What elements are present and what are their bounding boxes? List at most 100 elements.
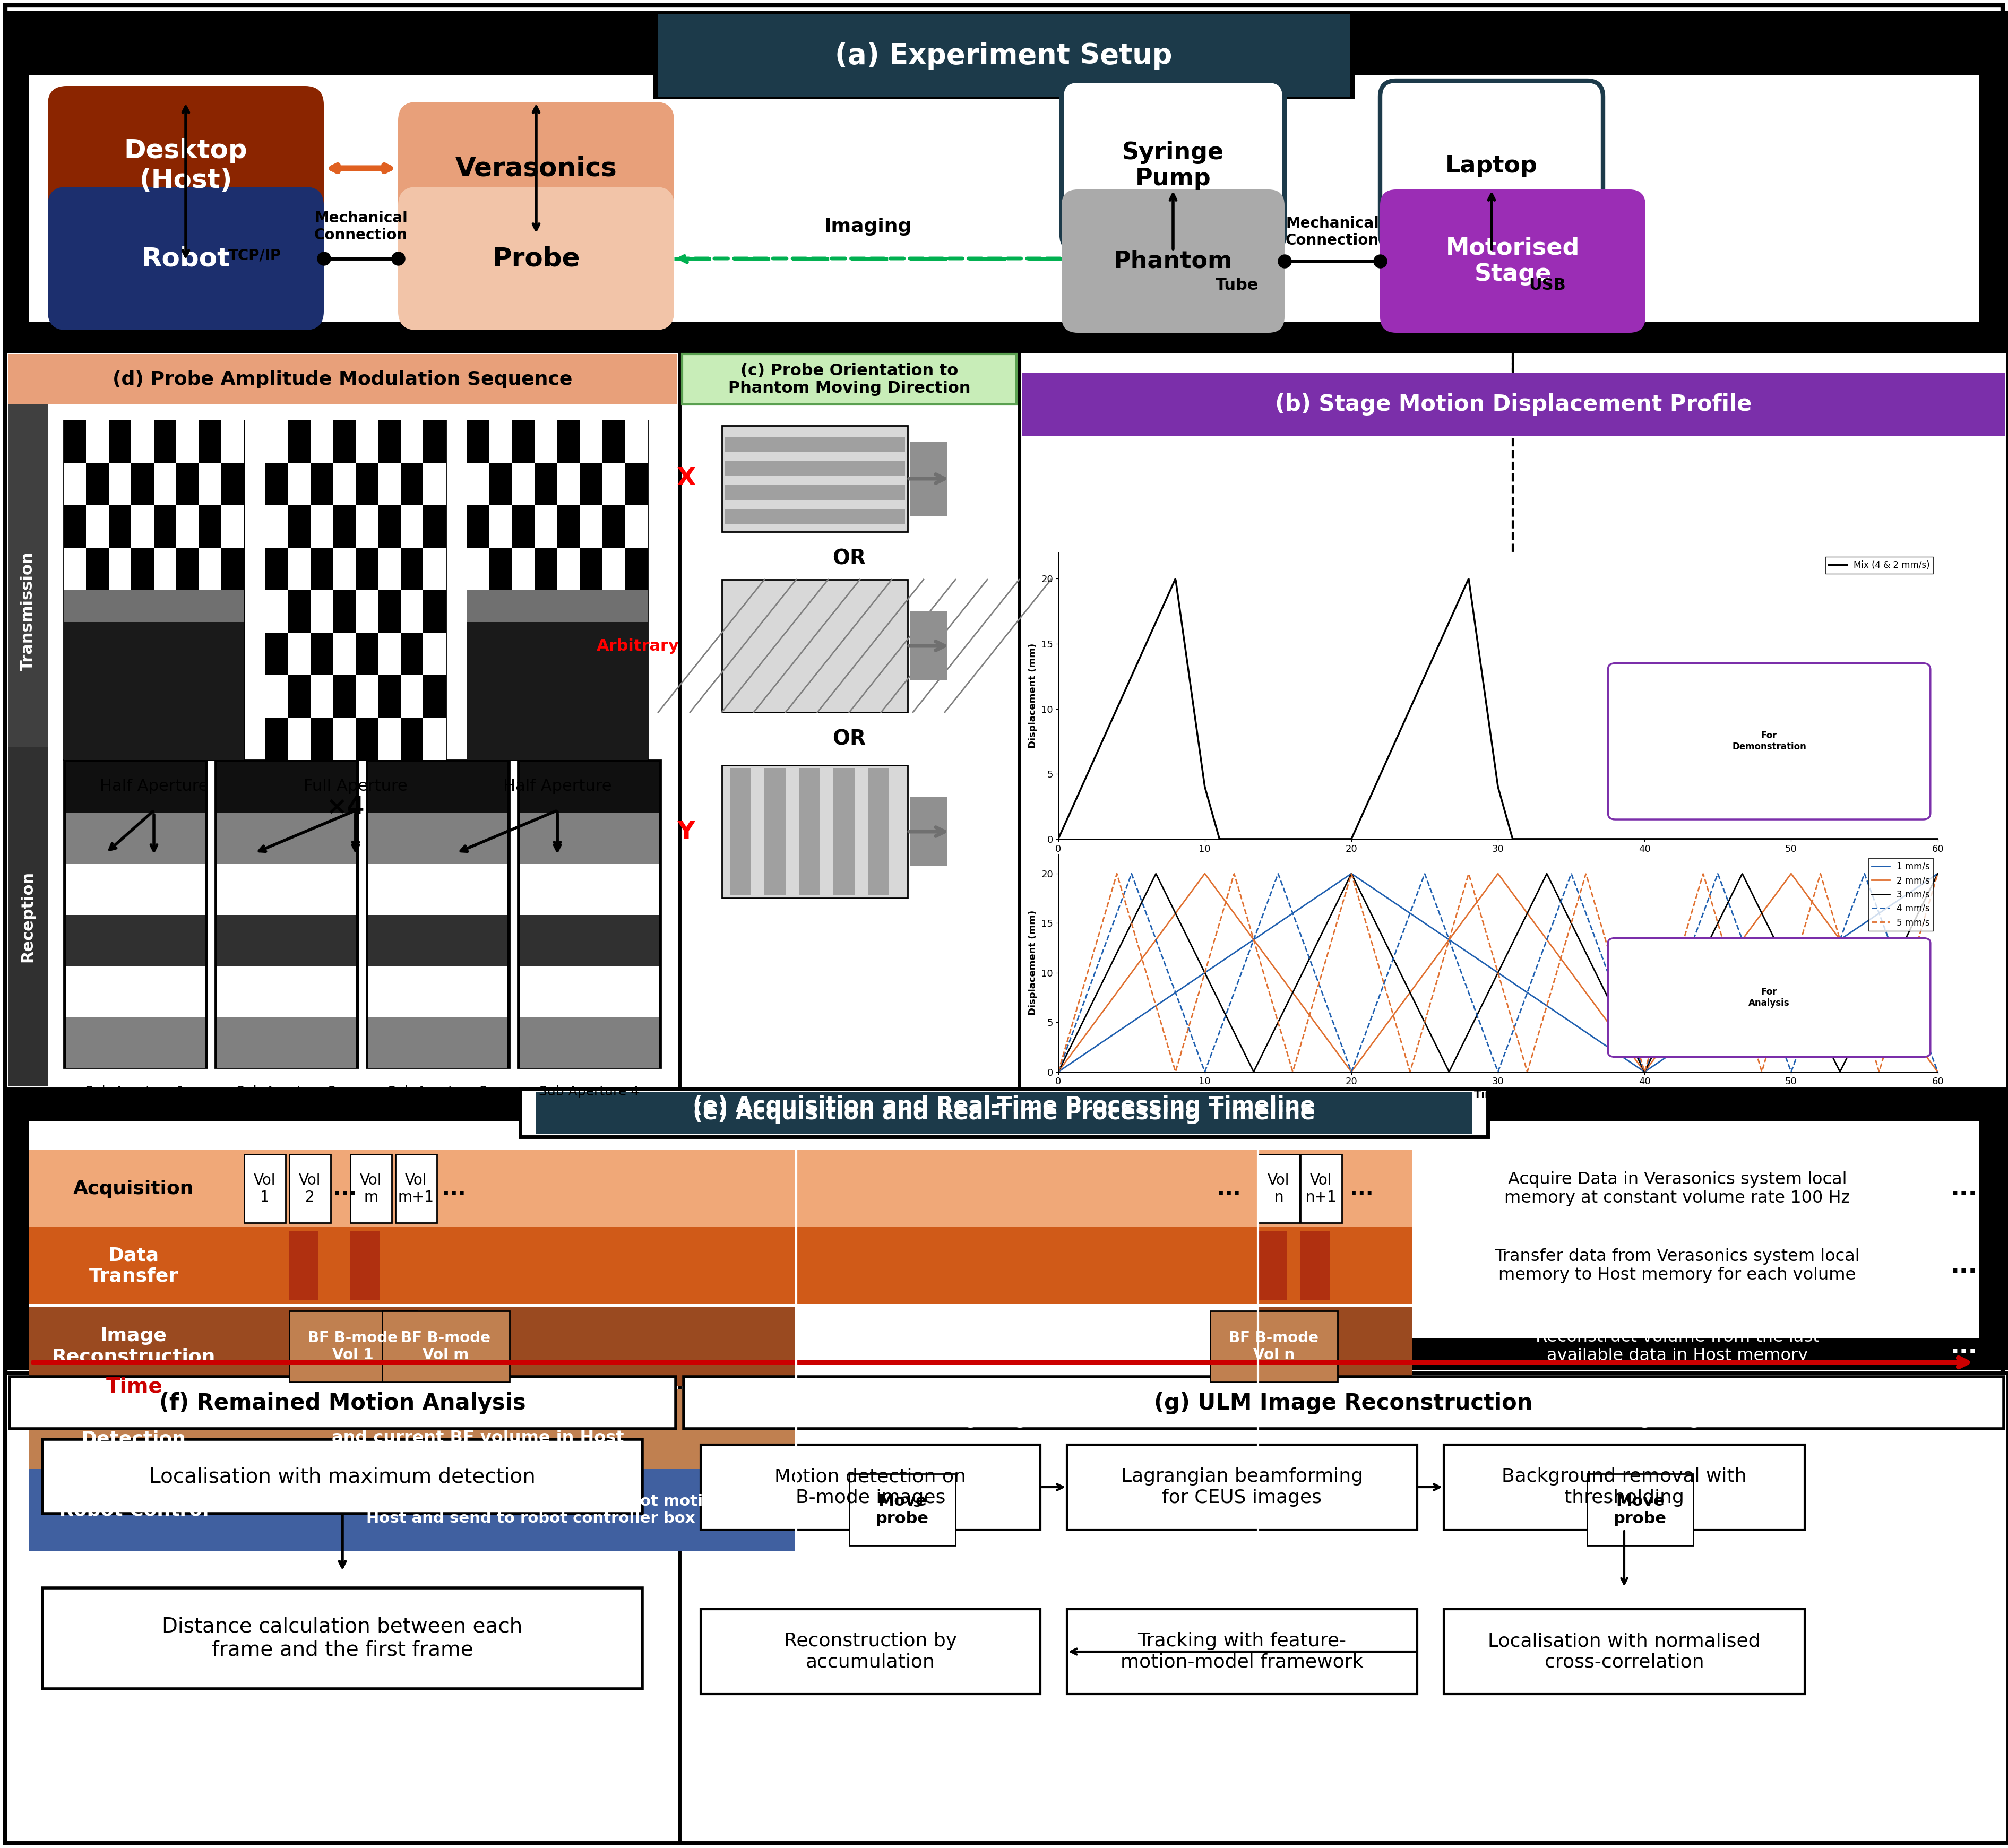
Text: Probe: Probe xyxy=(492,246,580,272)
Bar xyxy=(378,590,402,632)
Bar xyxy=(468,419,490,462)
4 mm/s xyxy=(1813,967,1837,989)
Bar xyxy=(287,717,311,760)
Bar xyxy=(287,419,311,462)
Bar xyxy=(265,505,287,547)
Bar xyxy=(468,590,647,623)
Bar xyxy=(396,1155,438,1223)
Bar xyxy=(221,505,245,547)
Bar xyxy=(287,547,311,590)
Bar xyxy=(217,1016,355,1068)
Bar xyxy=(199,419,221,462)
Bar xyxy=(177,419,199,462)
Bar xyxy=(265,419,287,462)
Bar xyxy=(287,505,311,547)
Bar xyxy=(8,405,48,819)
Bar xyxy=(177,505,199,547)
Bar xyxy=(177,462,199,505)
Bar xyxy=(217,967,355,1016)
Bar xyxy=(10,1377,677,1429)
Bar xyxy=(849,1475,956,1545)
Bar xyxy=(468,590,647,760)
Bar xyxy=(424,675,446,717)
Bar xyxy=(131,419,155,462)
Bar xyxy=(245,1155,285,1223)
Bar xyxy=(239,1307,1412,1386)
4 mm/s xyxy=(1926,1061,1950,1083)
Bar xyxy=(42,1440,643,1514)
2 mm/s xyxy=(1422,950,1446,972)
Bar xyxy=(518,760,661,1068)
5 mm/s xyxy=(1384,1011,1408,1033)
FancyBboxPatch shape xyxy=(1062,190,1285,333)
Bar xyxy=(311,547,333,590)
Bar xyxy=(355,717,378,760)
Bar xyxy=(1444,1445,1805,1530)
5 mm/s xyxy=(1926,863,1950,885)
Text: Convert target motion in image volume to robot motion in space in
Host and send : Convert target motion in image volume to… xyxy=(237,1493,823,1526)
Bar xyxy=(378,632,402,675)
Text: USB: USB xyxy=(1528,277,1566,292)
Bar xyxy=(333,675,355,717)
2 mm/s xyxy=(1910,1039,1934,1061)
Bar xyxy=(867,769,890,894)
Text: (b) Stage Motion Displacement Profile: (b) Stage Motion Displacement Profile xyxy=(1275,394,1751,416)
Bar xyxy=(333,462,355,505)
Y-axis label: Displacement (mm): Displacement (mm) xyxy=(1028,643,1038,748)
Bar xyxy=(239,1149,1412,1227)
Bar xyxy=(155,547,177,590)
Bar xyxy=(624,547,647,590)
Text: Lagrangian beamforming
for CEUS images: Lagrangian beamforming for CEUS images xyxy=(1120,1467,1363,1506)
Bar xyxy=(30,1227,239,1305)
Bar xyxy=(534,547,558,590)
2 mm/s xyxy=(1193,863,1217,885)
Bar xyxy=(265,590,287,632)
Bar xyxy=(725,462,906,477)
4 mm/s xyxy=(1422,887,1446,909)
Bar xyxy=(287,675,311,717)
3 mm/s xyxy=(1534,863,1558,885)
Bar xyxy=(520,1088,1488,1137)
Bar xyxy=(8,355,677,405)
Text: (f) Remained Motion Analysis: (f) Remained Motion Analysis xyxy=(159,1392,526,1414)
Text: ...: ... xyxy=(1950,1417,1978,1440)
Bar xyxy=(265,717,287,760)
Bar xyxy=(797,1390,1257,1469)
Text: Mechanical
Connection: Mechanical Connection xyxy=(1285,216,1379,248)
Bar xyxy=(367,813,508,865)
Bar xyxy=(558,462,580,505)
4 mm/s xyxy=(1147,937,1171,959)
Bar xyxy=(378,547,402,590)
Bar xyxy=(723,580,908,711)
Bar xyxy=(287,462,311,505)
Bar xyxy=(108,505,131,547)
Bar xyxy=(910,442,948,516)
Bar xyxy=(367,967,508,1016)
Bar xyxy=(311,462,333,505)
Bar xyxy=(512,462,534,505)
Bar xyxy=(558,547,580,590)
Bar xyxy=(1257,1231,1287,1299)
Legend: Mix (4 & 2 mm/s): Mix (4 & 2 mm/s) xyxy=(1825,556,1934,573)
Bar xyxy=(64,590,245,623)
Bar xyxy=(333,717,355,760)
Text: Motorised
Stage: Motorised Stage xyxy=(1446,237,1580,286)
Text: Motion detection on
B-mode images: Motion detection on B-mode images xyxy=(775,1467,966,1506)
Text: (d) Probe Amplitude Modulation Sequence: (d) Probe Amplitude Modulation Sequence xyxy=(112,370,572,388)
Bar xyxy=(797,1307,1257,1386)
Text: Sub Aperture 3: Sub Aperture 3 xyxy=(388,1085,488,1098)
Text: Y: Y xyxy=(677,821,695,843)
Text: Background removal with
thresholding: Background removal with thresholding xyxy=(1502,1467,1747,1506)
Bar xyxy=(66,761,205,813)
Bar xyxy=(580,547,602,590)
Bar xyxy=(6,322,2002,351)
Text: Robot Control: Robot Control xyxy=(58,1501,209,1519)
Bar xyxy=(42,1587,643,1689)
Bar xyxy=(355,590,378,632)
Bar xyxy=(580,419,602,462)
Bar xyxy=(580,462,602,505)
Bar xyxy=(490,505,512,547)
Bar xyxy=(910,796,948,867)
Line: 3 mm/s: 3 mm/s xyxy=(1058,874,1938,1072)
Text: Phantom: Phantom xyxy=(1114,249,1233,272)
